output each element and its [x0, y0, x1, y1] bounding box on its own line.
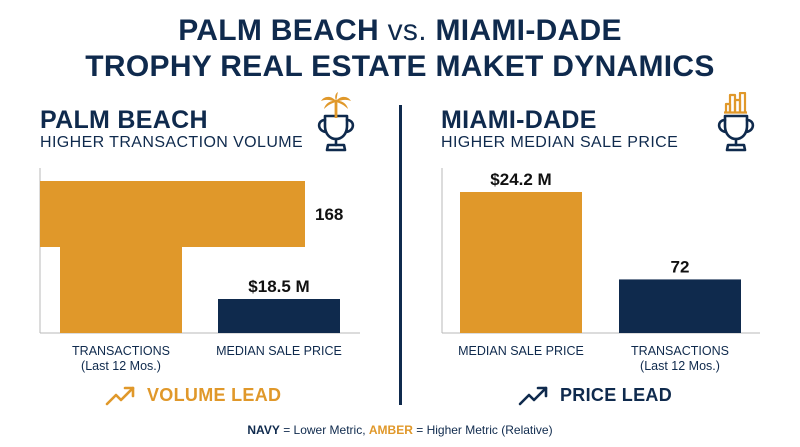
- category-label-transactions: TRANSACTIONS: [631, 344, 729, 358]
- category-label-median-sale-price: MEDIAN SALE PRICE: [458, 344, 584, 358]
- main-title-line-1: PALM BEACH vs. MIAMI-DADE: [0, 14, 800, 48]
- category-label-last-12-mos: (Last 12 Mos.): [81, 359, 161, 373]
- title-palm-beach: PALM BEACH: [178, 14, 379, 47]
- price-lead-badge: PRICE LEAD: [518, 383, 672, 407]
- right-panel-subtitle: HIGHER MEDIAN SALE PRICE: [441, 134, 679, 151]
- legend-amber-word: AMBER: [368, 423, 413, 437]
- left-panel-title: PALM BEACH: [40, 106, 208, 134]
- title-vs: vs.: [387, 14, 427, 47]
- bar-transactions-last-12-mos: [619, 279, 741, 333]
- bar-transactions-horizontal: [40, 181, 305, 247]
- bar-median-sale-price: [218, 299, 340, 333]
- color-legend: NAVY = Lower Metric, AMBER = Higher Metr…: [0, 423, 800, 437]
- trend-up-icon: [518, 386, 548, 406]
- trophy-city-icon: [717, 92, 755, 152]
- price-lead-label: PRICE LEAD: [560, 384, 673, 405]
- bar-transactions-last-12-mos: [60, 219, 182, 333]
- bar-value-label-72: 72: [671, 257, 690, 276]
- bar-value-label-18-5-m: $18.5 M: [248, 277, 309, 296]
- trophy-palm-icon: [317, 92, 355, 152]
- bar-median-sale-price: [460, 192, 582, 333]
- volume-lead-badge: VOLUME LEAD: [105, 383, 281, 407]
- trend-up-icon: [105, 386, 135, 406]
- title-market-dynamics: MAKET DYNAMICS: [435, 50, 715, 83]
- left-panel-subtitle: HIGHER TRANSACTION VOLUME: [40, 134, 304, 151]
- category-label-transactions: TRANSACTIONS: [72, 344, 170, 358]
- category-label-last-12-mos: (Last 12 Mos.): [640, 359, 720, 373]
- legend-navy-word: NAVY: [247, 423, 280, 437]
- title-trophy-real-estate: TROPHY REAL ESTATE: [85, 50, 427, 83]
- legend-amber-text: = Higher Metric (Relative): [416, 423, 553, 437]
- bar-value-label-24-2-m: $24.2 M: [490, 170, 551, 189]
- volume-lead-label: VOLUME LEAD: [147, 384, 282, 405]
- title-miami-dade: MIAMI-DADE: [435, 14, 622, 47]
- main-title-line-2: TROPHY REAL ESTATE MAKET DYNAMICS: [0, 50, 800, 84]
- legend-navy-text: = Lower Metric,: [283, 423, 366, 437]
- category-label-median-sale-price: MEDIAN SALE PRICE: [216, 344, 342, 358]
- center-divider: [399, 105, 402, 405]
- right-panel-title: MIAMI-DADE: [441, 106, 597, 134]
- bar-value-label-transactions: 168: [315, 205, 343, 224]
